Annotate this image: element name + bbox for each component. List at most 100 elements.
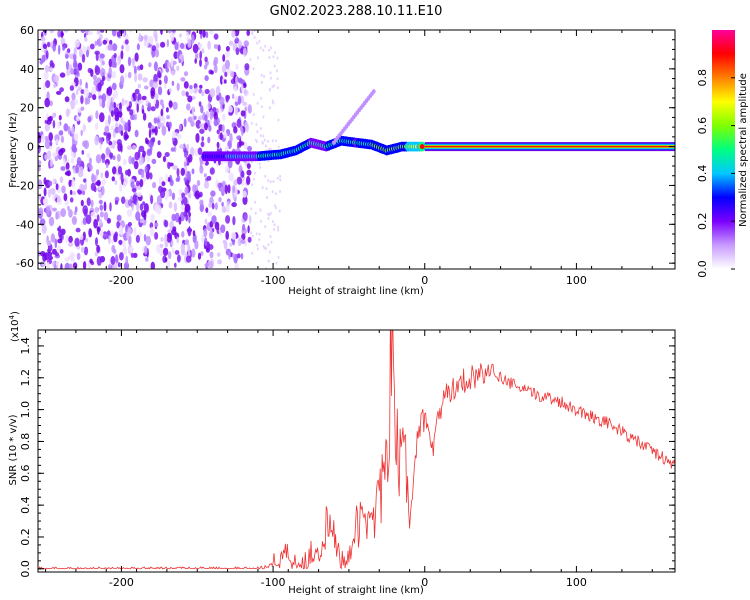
noise-speckle [52,112,56,119]
noise-speckle [77,190,83,195]
noise-speckle [148,128,152,139]
noise-speckle [267,139,270,143]
noise-speckle [53,74,60,83]
noise-speckle [180,167,185,176]
noise-speckle [65,108,70,117]
noise-speckle [130,181,135,189]
noise-speckle [116,214,122,222]
noise-speckle [152,137,156,143]
colorbar-tick-label: 0.0 [696,260,709,278]
noise-speckle [217,44,221,52]
noise-speckle [251,251,254,255]
noise-speckle [150,213,155,222]
noise-speckle [223,79,227,84]
noise-speckle [191,168,195,175]
noise-speckle [203,228,208,238]
noise-speckle [118,225,123,235]
noise-speckle [41,261,46,267]
noise-speckle [183,196,188,206]
noise-speckle [236,176,243,185]
noise-speckle [158,79,162,85]
noise-speckle [100,68,106,78]
noise-speckle [223,131,228,139]
noise-speckle [268,213,271,217]
noise-speckle [193,115,197,120]
noise-speckle [180,204,185,211]
noise-speckle [211,203,215,210]
noise-speckle [183,177,187,182]
snr-y-multiplier-exponent: 4 [8,314,16,319]
x-tick-label: -100 [261,576,286,589]
noise-speckle [112,155,116,161]
noise-speckle [52,152,58,158]
noise-speckle [146,149,153,156]
noise-speckle [157,70,161,78]
noise-speckle [190,146,195,157]
noise-speckle [101,93,107,103]
noise-speckle [244,121,249,129]
noise-speckle [38,148,41,154]
noise-speckle [138,145,145,152]
noise-speckle [80,199,84,207]
noise-speckle [129,109,134,116]
noise-speckle [111,63,116,68]
noise-speckle [277,145,280,149]
noise-speckle [165,173,168,184]
noise-speckle [126,145,132,151]
noise-speckle [152,81,159,89]
noise-speckle [234,106,238,116]
noise-speckle [224,184,228,195]
noise-speckle [188,226,191,234]
noise-speckle [83,246,89,256]
noise-speckle [242,101,247,107]
noise-speckle [187,95,193,103]
noise-speckle [160,108,164,117]
noise-speckle [157,140,161,146]
noise-speckle [260,96,263,100]
noise-speckle [178,216,182,225]
noise-speckle [225,45,230,52]
noise-speckle [174,212,180,223]
noise-speckle [260,80,263,84]
spectrogram-x-label: Height of straight line (km) [288,286,424,297]
noise-speckle [171,213,176,222]
noise-speckle [168,88,172,93]
noise-speckle [132,144,137,150]
noise-speckle [185,91,189,97]
noise-speckle [46,41,51,48]
noise-speckle [48,188,51,198]
noise-speckle [216,129,220,135]
noise-speckle [102,39,108,45]
noise-speckle [98,199,103,205]
noise-speckle [52,43,56,52]
noise-speckle [138,99,144,105]
noise-speckle [74,62,78,68]
y-tick-label: -40 [16,218,34,231]
x-tick-label: -200 [109,576,134,589]
noise-speckle [244,106,248,112]
snr-line [38,330,675,570]
noise-speckle [162,155,167,163]
noise-speckle [241,127,244,137]
noise-speckle [84,96,88,106]
noise-speckle [112,166,117,175]
noise-speckle [228,172,234,182]
noise-speckle [273,64,276,68]
noise-speckle [58,130,64,136]
noise-speckle [60,166,66,171]
noise-speckle [90,211,96,218]
noise-speckle [104,158,110,166]
noise-speckle [276,56,279,60]
noise-speckle [121,196,126,204]
noise-speckle [67,125,71,135]
noise-speckle [136,191,142,198]
noise-speckle [63,123,69,132]
noise-speckle [176,82,180,91]
noise-speckle [144,85,149,90]
noise-speckle [83,178,87,183]
noise-speckle [76,252,81,260]
y-tick-label: 0.0 [19,560,32,578]
noise-speckle [65,234,69,244]
noise-speckle [166,232,172,243]
noise-speckle [126,209,133,218]
